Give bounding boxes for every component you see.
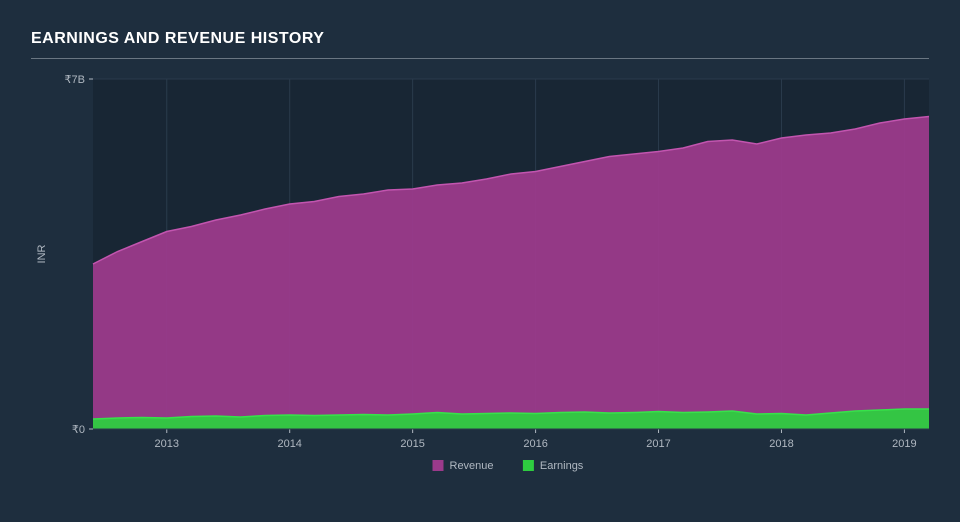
title-wrap: EARNINGS AND REVENUE HISTORY — [13, 16, 947, 54]
chart-title: EARNINGS AND REVENUE HISTORY — [31, 30, 324, 47]
x-tick-label: 2014 — [277, 438, 301, 450]
legend-label: Revenue — [450, 460, 494, 472]
area-chart-svg: ₹0 ₹7B INR 2013 2014 2015 2016 2017 2018 2019 Reve… — [13, 59, 947, 489]
y-tick-label: ₹7B — [65, 74, 85, 86]
y-axis-label: INR — [36, 244, 48, 263]
x-tick-label: 2018 — [769, 438, 793, 450]
chart-card: EARNINGS AND REVENUE HISTORY ₹0 ₹7B INR 201… — [13, 16, 947, 506]
x-tick-label: 2016 — [523, 438, 547, 450]
x-tick-label: 2017 — [646, 438, 670, 450]
x-tick-label: 2015 — [400, 438, 424, 450]
x-tick-label: 2019 — [892, 438, 916, 450]
x-tick-label: 2013 — [155, 438, 179, 450]
legend-swatch — [523, 460, 534, 471]
legend-label: Earnings — [540, 460, 584, 472]
y-tick-label: ₹0 — [72, 424, 85, 436]
legend-swatch — [433, 460, 444, 471]
chart-area: ₹0 ₹7B INR 2013 2014 2015 2016 2017 2018 2019 Reve… — [13, 59, 947, 489]
